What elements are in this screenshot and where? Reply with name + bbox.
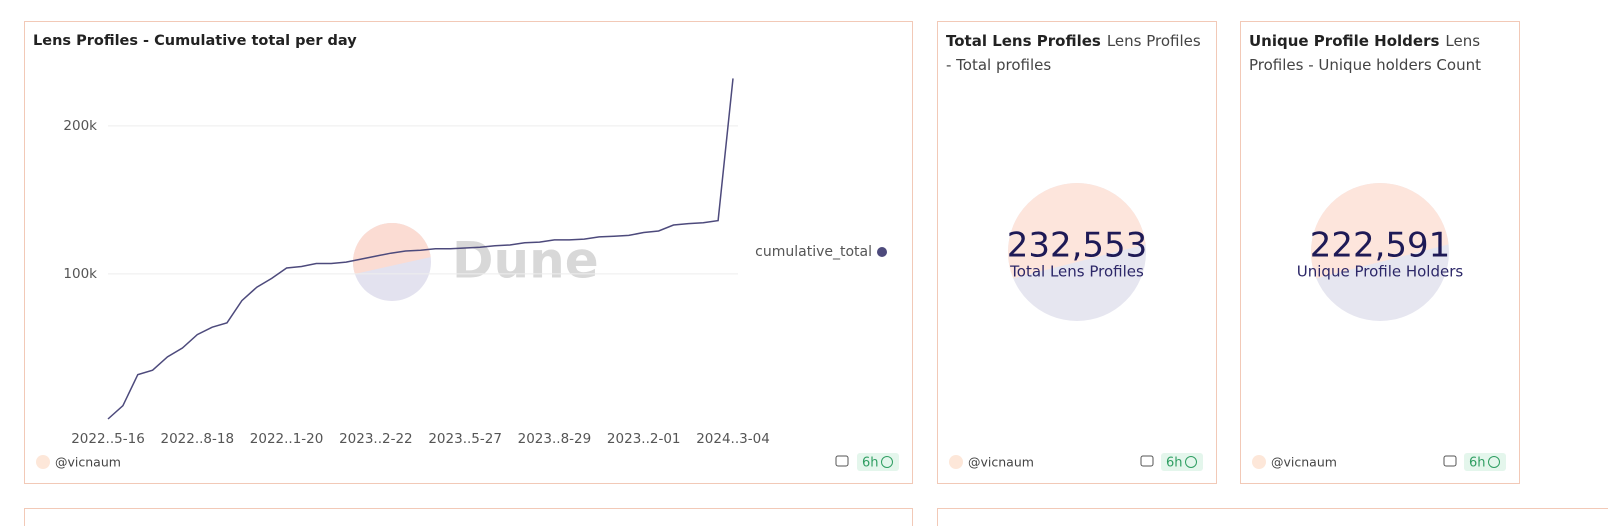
check-icon: [1488, 456, 1500, 468]
avatar: [1252, 455, 1266, 469]
age: 6h: [862, 456, 879, 471]
panel-borders: [24, 21, 1608, 526]
counter-subtitle: Lens Profiles - Total profiles: [946, 32, 1201, 74]
counter-label: Unique Profile Holders: [1297, 263, 1464, 281]
panel: [937, 508, 1608, 526]
counter-title: Total Lens Profiles: [946, 32, 1101, 50]
camera-icon[interactable]: [1443, 455, 1457, 467]
x-tick-label: 2023..5-27: [428, 431, 502, 447]
x-tick-label: 2022..1-20: [250, 431, 324, 447]
counter-value: 232,553: [1007, 226, 1148, 266]
age: 6h: [1166, 456, 1183, 471]
watermark: Dune: [353, 223, 599, 301]
chart-title: Lens Profiles - Cumulative total per day: [33, 33, 357, 49]
author: @vicnaum: [1271, 455, 1337, 470]
line: [107, 78, 734, 420]
avatar: [949, 455, 963, 469]
x-tick-label: 2023..2-22: [339, 431, 413, 447]
counter-label: Total Lens Profiles: [1009, 263, 1144, 281]
age-badge: [1161, 453, 1203, 471]
avatar: [36, 455, 50, 469]
x-tick-label: 2022..8-18: [160, 431, 234, 447]
counter-header: Unique Profile Holders Lens Profiles - Un…: [1249, 29, 1511, 77]
counter-badge: [1311, 183, 1449, 321]
footer: @vicnaum 6h: [36, 453, 899, 471]
panel: [937, 21, 1217, 484]
age: 6h: [1469, 456, 1486, 471]
x-tick-label: 2023..8-29: [518, 431, 592, 447]
age-badge: [857, 453, 899, 471]
x-tick-label: 2024..3-04: [696, 431, 770, 447]
legend-label: cumulative_total: [755, 244, 872, 260]
watermark-text: Dune: [452, 232, 599, 290]
check-icon: [1185, 456, 1197, 468]
badge-top: [1311, 183, 1449, 280]
camera-icon[interactable]: [835, 455, 849, 467]
counter-header: Total Lens Profiles Lens Profiles - Total…: [946, 29, 1208, 77]
check-icon: [881, 456, 893, 468]
panel: [24, 508, 913, 526]
camera-icon[interactable]: [1140, 455, 1154, 467]
y-tick-label: 200k: [63, 118, 97, 134]
counter-title: Unique Profile Holders: [1249, 32, 1440, 50]
panel: [1240, 21, 1520, 484]
counter-badge: [1008, 183, 1146, 321]
plot: 100k 200k 2022..5-16 2022..8-18 2022..1-20 20…: [63, 78, 887, 447]
panel: [24, 21, 913, 484]
y-tick-label: 100k: [63, 266, 97, 282]
legend-swatch: [877, 247, 887, 257]
counter-subtitle: Lens Profiles - Unique holders Count: [1249, 32, 1481, 74]
age-badge: [1464, 453, 1506, 471]
author: @vicnaum: [55, 455, 121, 470]
x-tick-label: 2022..5-16: [71, 431, 145, 447]
badge-top: [1008, 183, 1146, 280]
x-tick-label: 2023..2-01: [607, 431, 681, 447]
counter-value: 222,591: [1310, 226, 1451, 266]
author: @vicnaum: [968, 455, 1034, 470]
